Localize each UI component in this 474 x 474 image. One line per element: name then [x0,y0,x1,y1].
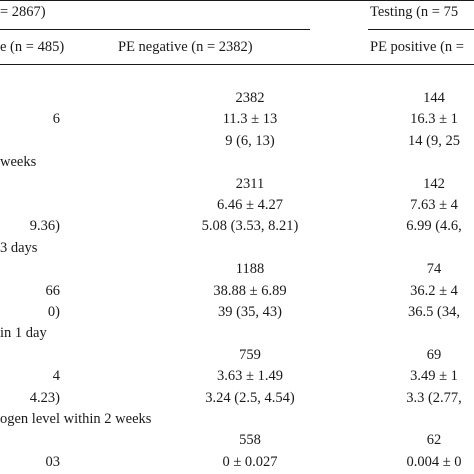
cell-pe-negative: 6.46 ± 4.27 [217,197,283,213]
cell-pe-negative: 1188 [235,261,265,277]
cell-pe-negative: 38.88 ± 6.89 [213,283,287,299]
cell-pe-negative: 3.24 (2.5, 4.54) [205,390,295,406]
cell-pe-positive-testing: 142 [423,176,445,192]
cell-pe-positive-testing: 74 [426,261,442,277]
cell-pe-positive-training: 4 [52,368,60,384]
row-label: ogen level within 2 weeks [0,411,152,427]
cell-pe-negative: 558 [239,432,261,448]
cell-pe-positive-testing: 14 (9, 25 [408,133,460,149]
training-group-header: = 2867) [0,4,46,20]
cell-pe-positive-testing: 3.3 (2.77, [406,390,462,406]
cell-pe-positive-training: 6 [52,111,60,127]
testing-group-rule [368,29,474,30]
cell-pe-positive-testing: 16.3 ± 1 [410,111,458,127]
cell-pe-positive-training: 0) [47,304,60,320]
cell-pe-negative: 5.08 (3.53, 8.21) [201,218,299,234]
cell-pe-positive-testing: 144 [423,90,445,106]
training-group-rule [0,29,310,30]
cell-pe-negative: 11.3 ± 13 [222,111,278,127]
testing-group-header: Testing (n = 75 [370,4,459,20]
header-bottom-rule [0,64,474,65]
cell-pe-positive-testing: 36.2 ± 4 [410,283,458,299]
table-top-rule [0,0,474,1]
cell-pe-negative: 3.63 ± 1.49 [217,368,283,384]
cell-pe-positive-training: 4.23) [29,390,60,406]
cell-pe-positive-testing: 0.004 ± 0 [406,454,462,470]
cell-pe-positive-testing: 69 [426,347,442,363]
cell-pe-negative: 9 (6, 13) [225,133,275,149]
row-label: in 1 day [0,325,47,341]
cell-pe-positive-training: 03 [45,454,61,470]
row-label: weeks [0,154,37,170]
cell-pe-negative: 2311 [235,176,265,192]
cell-pe-negative: 39 (35, 43) [217,304,283,320]
cell-pe-negative: 0 ± 0.027 [222,454,278,470]
cell-pe-positive-training: 9.36) [29,218,60,234]
cell-pe-positive-testing: 7.63 ± 4 [410,197,458,213]
cell-pe-positive-training: 66 [45,283,61,299]
cell-pe-negative: 2382 [235,90,265,106]
col-header-pe-positive-training: e (n = 485) [0,39,65,55]
cell-pe-negative: 759 [239,347,261,363]
row-label: 3 days [0,240,38,256]
cell-pe-positive-testing: 3.49 ± 1 [410,368,458,384]
cell-pe-positive-testing: 62 [426,432,442,448]
cell-pe-positive-testing: 36.5 (34, [408,304,460,320]
cell-pe-positive-testing: 6.99 (4.6, [406,218,462,234]
col-header-pe-positive-testing: PE positive (n = [370,39,464,55]
col-header-pe-negative: PE negative (n = 2382) [118,39,253,55]
